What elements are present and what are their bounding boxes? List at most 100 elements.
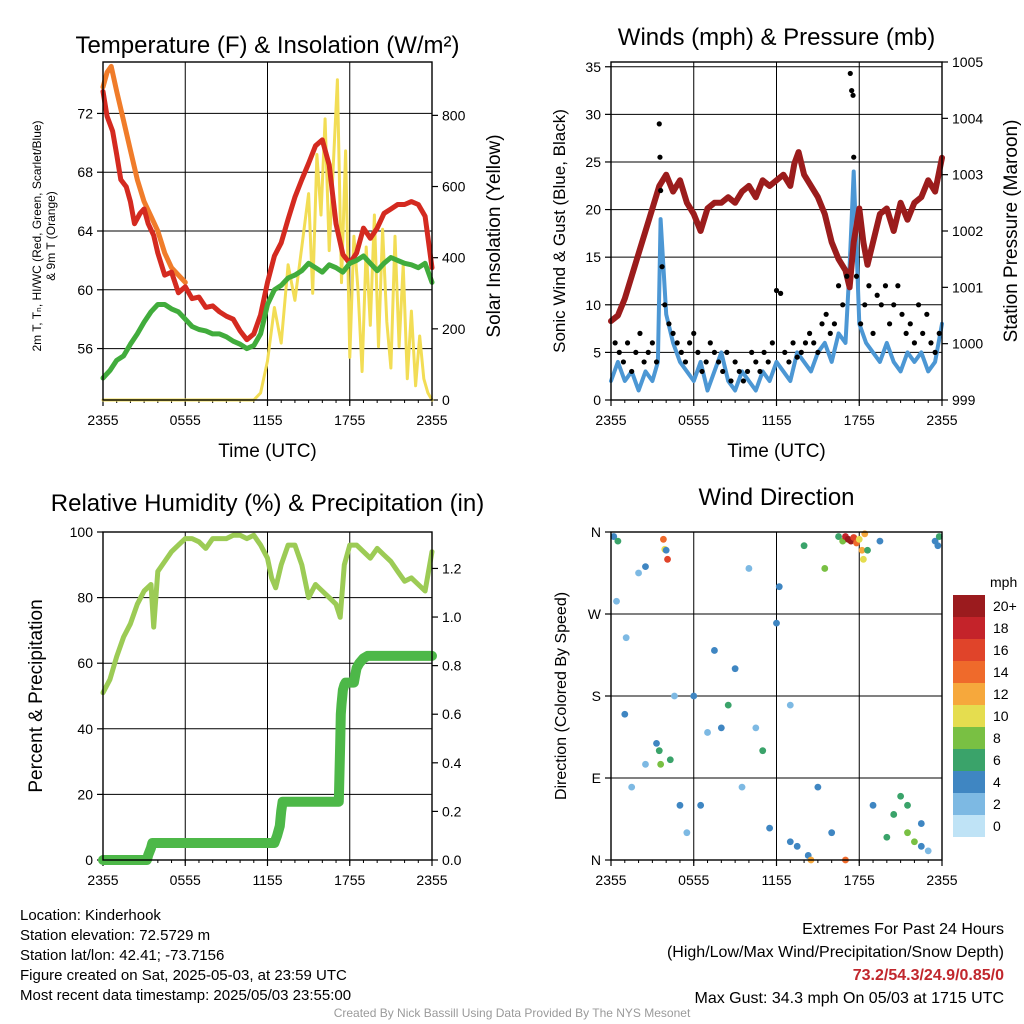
wind-gust-point	[882, 283, 889, 289]
rh-ytick-right-label: 0.4	[442, 755, 462, 771]
wind-gust-point	[769, 340, 775, 346]
temp-title: Temperature (F) & Insolation (W/m²)	[75, 32, 459, 59]
temp-plot-border	[102, 61, 433, 401]
wind-gust-point	[699, 368, 705, 375]
rh-ytick-right-label: 0.6	[442, 706, 462, 722]
temp-ytick-label: 56	[77, 341, 93, 357]
dir-point	[642, 760, 649, 768]
wind-gust-point	[728, 378, 734, 384]
wind-gust-point	[853, 273, 860, 279]
speed-legend-swatch	[953, 705, 985, 727]
temp-series-9m-t	[100, 63, 188, 285]
speed-legend-swatch	[953, 727, 985, 749]
temp-ytick-label: 72	[77, 105, 93, 121]
dir-point	[635, 569, 642, 577]
dir-xtick-label: 2355	[595, 872, 626, 888]
temp-series-solar	[101, 78, 434, 402]
temp-panel: Temperature (F) & Insolation (W/m²) 2355 0…	[30, 32, 505, 462]
wind-gust-point	[656, 121, 662, 127]
dir-point	[814, 783, 822, 791]
rh-xtick-label: 0555	[170, 872, 201, 888]
wind-gust-point	[819, 321, 825, 327]
dir-point	[738, 783, 746, 791]
rh-ytick-right-label: 1.2	[442, 560, 462, 576]
wind-xtick-label: 2355	[926, 412, 957, 428]
dir-ytick-label: S	[592, 688, 601, 704]
wind-ylabel-right: Station Pressure (Maroon)	[1001, 120, 1022, 343]
temp-xtick-label: 2355	[416, 412, 447, 428]
dir-point	[773, 619, 780, 627]
dir-point	[759, 747, 767, 755]
dir-point	[924, 847, 932, 855]
wind-gust-point	[620, 359, 627, 365]
wind-gust-point	[637, 330, 643, 336]
wind-gust-point	[744, 368, 751, 375]
dir-point	[653, 739, 660, 747]
dir-point	[821, 565, 829, 572]
wind-ylabel-left: Sonic Wind & Gust (Blue, Black)	[550, 109, 569, 353]
speed-legend-swatch	[953, 617, 985, 639]
wind-ytick-right-label: 1000	[952, 336, 983, 352]
wind-ytick-label: 30	[585, 106, 601, 122]
wind-gust-point	[707, 340, 713, 346]
temp-ytick-right-label: 600	[442, 179, 466, 195]
wind-xtick-label: 1155	[761, 412, 791, 428]
dir-point	[676, 801, 684, 809]
dir-point	[911, 838, 918, 846]
wind-gust-point	[757, 368, 763, 375]
dir-ytick-label: N	[591, 524, 601, 540]
temp-xtick-label: 2355	[87, 412, 118, 428]
wind-gust-point	[703, 359, 709, 365]
wind-gust-point	[659, 264, 665, 270]
wind-gust-point	[899, 311, 905, 317]
dir-point	[859, 555, 867, 563]
wind-gust-point	[924, 311, 930, 317]
wind-gust-point	[823, 311, 829, 317]
dir-point	[613, 597, 620, 605]
dir-point	[697, 801, 705, 809]
dir-point	[666, 756, 674, 764]
dir-point	[662, 546, 670, 554]
rh-ytick-label: 0	[85, 852, 93, 868]
dir-point	[904, 801, 911, 809]
wind-gust-point	[850, 92, 856, 98]
temp-ytick-label: 68	[77, 164, 93, 180]
wind-ytick-right-label: 1005	[952, 54, 983, 70]
wind-gust-point	[870, 330, 876, 336]
dir-point	[614, 537, 622, 545]
wind-ytick-label: 35	[585, 59, 601, 75]
max-gust: Max Gust: 34.3 mph On 05/03 at 1715 UTC	[694, 990, 1005, 1007]
wind-gust-point	[629, 368, 635, 375]
speed-legend-swatch	[953, 749, 985, 771]
wind-gust-point	[670, 330, 676, 336]
temp-xlabel: Time (UTC)	[218, 441, 317, 462]
wind-gust-point	[682, 359, 689, 365]
wind-gust-point	[907, 321, 913, 327]
figure-created: Figure created on Sat, 2025-05-03, at 23…	[20, 967, 347, 984]
extremes-values: 73.2/54.3/24.9/0.85/0	[852, 967, 1004, 984]
speed-legend-label: 2	[993, 796, 1001, 812]
wind-gust-point	[720, 368, 726, 375]
rh-ytick-label: 80	[77, 590, 93, 606]
wind-gust-point	[674, 340, 680, 346]
temp-ytick-right-label: 0	[442, 392, 450, 408]
dir-point	[610, 533, 618, 540]
temp-ytick-label: 60	[77, 282, 93, 298]
wind-ytick-right-label: 1004	[952, 110, 983, 126]
wind-gust-point	[658, 187, 664, 194]
dir-point	[934, 542, 942, 550]
wind-gust-point	[753, 359, 759, 365]
wind-gust-point	[691, 330, 697, 336]
wind-gust-point	[645, 349, 651, 355]
wind-gust-point	[715, 359, 722, 365]
wind-gust-point	[891, 302, 897, 308]
wind-ytick-label: 15	[585, 249, 601, 265]
wind-xlabel: Time (UTC)	[727, 441, 826, 462]
dir-point	[876, 537, 884, 545]
rh-series-precipitation	[98, 650, 437, 865]
wind-ytick-label: 5	[593, 344, 601, 360]
wind-gust-point	[895, 283, 901, 289]
wind-gust-point	[844, 273, 850, 279]
temp-ytick-right-label: 800	[442, 107, 466, 123]
wind-xtick-label: 0555	[678, 412, 709, 428]
